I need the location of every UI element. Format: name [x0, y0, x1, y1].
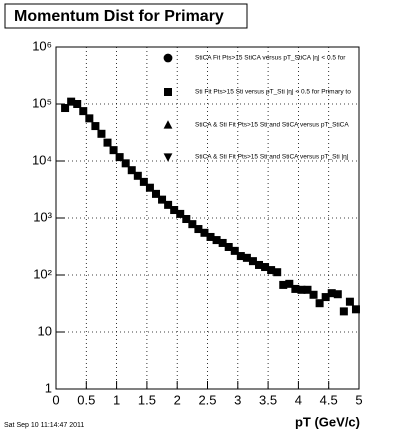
y-tick-label: 10⁵ [32, 95, 52, 110]
data-point [206, 232, 215, 241]
data-point [79, 107, 88, 116]
legend-marker [164, 88, 172, 96]
data-point [303, 285, 312, 294]
x-tick-label: 0 [52, 392, 59, 407]
y-tick-label: 10⁴ [32, 152, 52, 167]
x-tick-label: 3.5 [259, 392, 277, 407]
data-point [85, 114, 94, 123]
timestamp: Sat Sep 10 11:14:47 2011 [4, 422, 84, 429]
legend-label: Sti Fit Pts>15 Sti versus pT_Sti |η| < 0… [195, 89, 351, 96]
x-tick-label: 1 [113, 392, 120, 407]
data-point [145, 183, 154, 192]
data-point [200, 228, 209, 237]
data-point [109, 146, 118, 155]
data-point [267, 266, 276, 275]
legend-label: StiCA Fit Pts>15 StiCA versus pT_StiCA |… [195, 55, 346, 62]
data-point [73, 100, 82, 108]
y-tick-label: 10⁶ [32, 38, 52, 53]
data-point [212, 236, 221, 245]
data-point [261, 263, 270, 272]
data-point [309, 290, 318, 299]
data-point [315, 299, 324, 308]
x-axis-label: pT (GeV/c) [295, 414, 360, 429]
legend-marker [163, 120, 173, 129]
data-point [133, 171, 142, 180]
data-point [291, 284, 300, 293]
x-tick-label: 4.5 [320, 392, 338, 407]
x-tick-label: 3 [234, 392, 241, 407]
data-point [97, 129, 106, 138]
x-tick-label: 4 [295, 392, 302, 407]
data-point [127, 166, 136, 175]
plot-frame [55, 46, 360, 390]
data-point [230, 246, 239, 255]
data-point [285, 279, 294, 288]
data-point [224, 242, 233, 251]
data-point [351, 305, 360, 314]
data-point [345, 297, 354, 306]
data-point [255, 260, 264, 269]
data-point [67, 97, 76, 106]
data-point [188, 220, 197, 229]
y-tick-label: 10 [38, 323, 52, 338]
legend-marker [163, 53, 173, 63]
legend-label: StiCA & Sti Fit Pts>15 Sti and StiCA ver… [195, 154, 349, 161]
y-tick-label: 10³ [33, 209, 52, 224]
data-point [339, 307, 348, 316]
data-point [182, 215, 191, 224]
x-tick-label: 5 [355, 392, 362, 407]
data-point [242, 253, 251, 262]
chart-title: Momentum Dist for Primary [14, 8, 224, 25]
data-point [297, 285, 306, 294]
data-point [103, 138, 112, 147]
data-point [176, 209, 185, 218]
data-point [91, 122, 100, 131]
data-point [273, 268, 282, 277]
data-point [170, 206, 179, 215]
y-tick-label: 1 [45, 380, 52, 395]
data-point [158, 195, 167, 204]
x-tick-label: 2.5 [198, 392, 216, 407]
data-point [248, 257, 257, 266]
data-point [115, 153, 124, 162]
x-tick-label: 0.5 [77, 392, 95, 407]
title-box [4, 3, 248, 29]
legend-marker [163, 153, 173, 162]
data-point [139, 177, 148, 186]
data-point [333, 290, 342, 299]
y-tick-label: 10² [33, 266, 52, 281]
x-tick-label: 1.5 [138, 392, 156, 407]
x-tick-label: 2 [174, 392, 181, 407]
data-point [218, 238, 227, 247]
data-point [194, 225, 203, 234]
data-point [321, 293, 330, 302]
data-point [236, 252, 245, 261]
data-point [279, 280, 288, 289]
data-point [61, 104, 70, 113]
data-point [121, 159, 130, 168]
data-point [164, 200, 173, 209]
data-point [151, 189, 160, 198]
legend-label: StiCA & Sti Fit Pts>15 Sti and StiCA ver… [195, 122, 349, 129]
data-point [327, 289, 336, 298]
